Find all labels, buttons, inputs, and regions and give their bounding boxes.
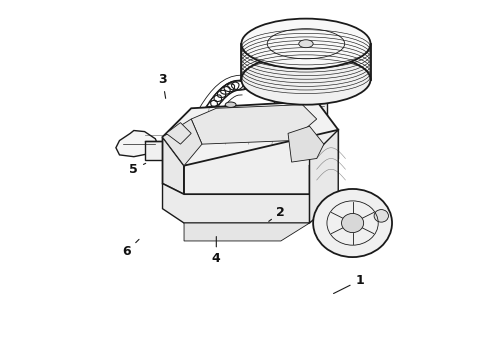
Ellipse shape	[299, 40, 313, 48]
Ellipse shape	[374, 210, 389, 222]
Polygon shape	[184, 130, 338, 194]
Ellipse shape	[242, 54, 370, 105]
FancyBboxPatch shape	[274, 101, 327, 121]
Polygon shape	[163, 137, 184, 194]
Text: 4: 4	[212, 237, 220, 265]
Polygon shape	[116, 131, 159, 157]
Ellipse shape	[313, 189, 392, 257]
Polygon shape	[310, 130, 338, 223]
Text: 6: 6	[122, 239, 139, 258]
Ellipse shape	[342, 213, 364, 233]
Ellipse shape	[225, 102, 236, 107]
Text: 5: 5	[129, 163, 146, 176]
Polygon shape	[191, 105, 317, 144]
Text: 1: 1	[334, 274, 364, 293]
Polygon shape	[288, 126, 324, 162]
Polygon shape	[163, 101, 338, 166]
Polygon shape	[184, 223, 310, 241]
Bar	[145, 140, 180, 160]
Polygon shape	[163, 119, 202, 166]
Ellipse shape	[242, 19, 370, 69]
Polygon shape	[163, 184, 310, 223]
Text: 3: 3	[158, 73, 167, 98]
Polygon shape	[166, 123, 191, 144]
Text: 2: 2	[269, 206, 285, 221]
